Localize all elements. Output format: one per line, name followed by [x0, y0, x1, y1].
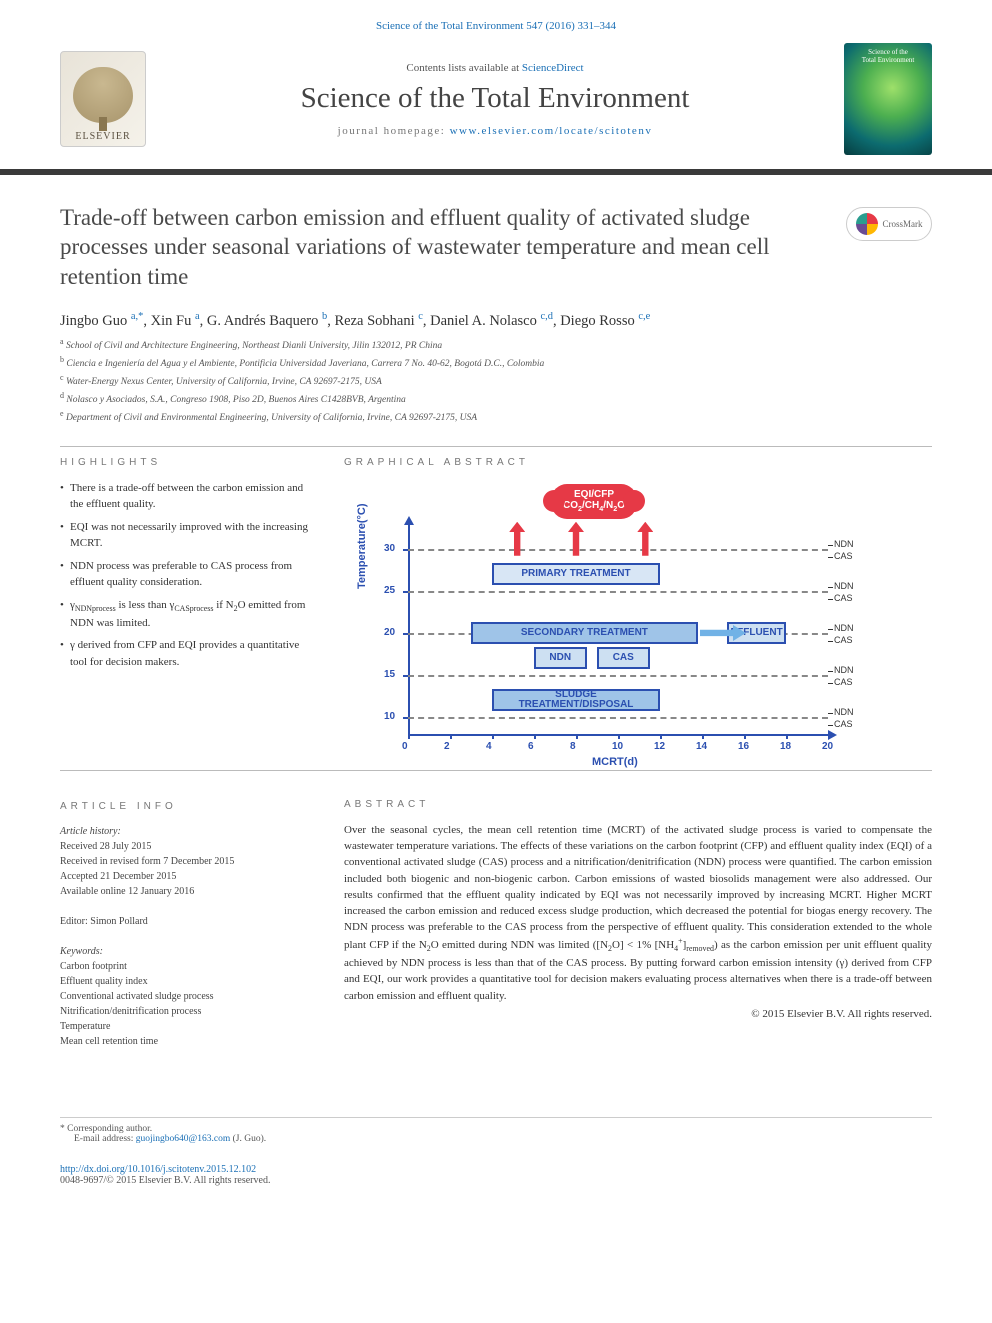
crossmark-label: CrossMark: [883, 219, 923, 229]
crossmark-icon: [856, 213, 878, 235]
elsevier-wordmark: ELSEVIER: [75, 131, 130, 142]
corr-email-label: E-mail address:: [74, 1134, 133, 1144]
author-affil-link[interactable]: c: [418, 313, 423, 329]
article-info: ARTICLE INFO Article history: Received 2…: [60, 799, 308, 1049]
abstract-label: ABSTRACT: [344, 799, 932, 810]
issn-line: 0048-9697/© 2015 Elsevier B.V. All right…: [60, 1175, 932, 1186]
masthead: ELSEVIER Contents lists available at Sci…: [0, 43, 992, 175]
author-affil-link[interactable]: b: [322, 313, 327, 329]
graphical-abstract-figure: 024681012141618201015202530Temperature(°…: [344, 480, 904, 760]
highlight-item: There is a trade-off between the carbon …: [60, 480, 308, 513]
journal-cover-thumb: Science of the Total Environment: [844, 43, 932, 155]
abstract-body: Over the seasonal cycles, the mean cell …: [344, 824, 932, 1002]
keywords-label: Keywords:: [60, 944, 308, 959]
abstract-copyright: © 2015 Elsevier B.V. All rights reserved…: [344, 1006, 932, 1022]
journal-title: Science of the Total Environment: [146, 82, 844, 115]
authors-line: Jingbo Guo a,*, Xin Fu a, G. Andrés Baqu…: [0, 299, 992, 334]
homepage-pre: journal homepage:: [338, 125, 450, 137]
divider: [60, 446, 932, 447]
author-affil-link[interactable]: a,*: [131, 313, 143, 329]
highlight-item: γNDNprocess is less than γCASprocess if …: [60, 597, 308, 632]
divider: [60, 770, 932, 771]
contents-pre: Contents lists available at: [406, 62, 521, 74]
article-info-label: ARTICLE INFO: [60, 799, 308, 814]
highlight-item: NDN process was preferable to CAS proces…: [60, 558, 308, 591]
author-affil-link[interactable]: a: [195, 313, 200, 329]
header-citation: Science of the Total Environment 547 (20…: [0, 0, 992, 43]
editor-name: Simon Pollard: [90, 916, 148, 927]
keywords-list: Carbon footprintEffluent quality indexCo…: [60, 959, 308, 1049]
homepage-link[interactable]: www.elsevier.com/locate/scitotenv: [450, 125, 653, 137]
citation-link[interactable]: Science of the Total Environment 547 (20…: [376, 20, 616, 32]
corresponding-author: * Corresponding author. E-mail address: …: [60, 1117, 932, 1148]
author-affil-link[interactable]: c,e: [638, 313, 650, 329]
history-lines: Received 28 July 2015Received in revised…: [60, 839, 308, 899]
doi-link[interactable]: http://dx.doi.org/10.1016/j.scitotenv.20…: [60, 1164, 256, 1175]
contents-line: Contents lists available at ScienceDirec…: [146, 62, 844, 74]
highlights-list: There is a trade-off between the carbon …: [60, 480, 308, 671]
history-label: Article history:: [60, 824, 308, 839]
sciencedirect-link[interactable]: ScienceDirect: [522, 62, 584, 74]
journal-homepage: journal homepage: www.elsevier.com/locat…: [146, 125, 844, 137]
abstract-text: Over the seasonal cycles, the mean cell …: [344, 822, 932, 1022]
elsevier-tree-icon: [73, 67, 133, 123]
highlights-label: HIGHLIGHTS: [60, 457, 308, 468]
footer: http://dx.doi.org/10.1016/j.scitotenv.20…: [0, 1148, 992, 1210]
author-affil-link[interactable]: c,d: [540, 313, 552, 329]
crossmark-badge[interactable]: CrossMark: [846, 207, 932, 241]
corr-label: * Corresponding author.: [60, 1124, 932, 1134]
cover-line2: Total Environment: [862, 57, 915, 65]
affiliations: a School of Civil and Architecture Engin…: [0, 334, 992, 436]
highlight-item: γ derived from CFP and EQI provides a qu…: [60, 637, 308, 670]
editor-label: Editor:: [60, 916, 88, 927]
highlight-item: EQI was not necessarily improved with th…: [60, 519, 308, 552]
graphical-abstract-label: GRAPHICAL ABSTRACT: [344, 457, 932, 468]
corr-email-link[interactable]: guojingbo640@163.com: [136, 1134, 231, 1144]
article-title: Trade-off between carbon emission and ef…: [60, 203, 840, 291]
elsevier-logo: ELSEVIER: [60, 51, 146, 147]
corr-who: (J. Guo).: [233, 1134, 267, 1144]
